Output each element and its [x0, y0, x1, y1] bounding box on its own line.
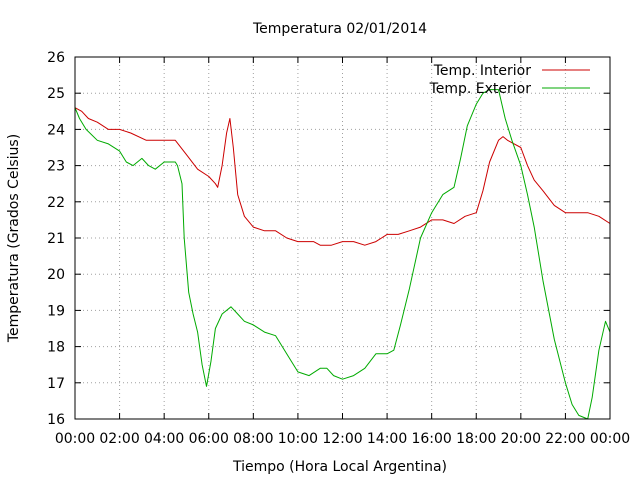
y-tick-label: 26: [47, 50, 65, 66]
y-axis-label: Temperatura (Grados Celsius): [6, 134, 22, 343]
x-tick-label: 00:00: [55, 431, 95, 447]
y-tick-label: 23: [47, 159, 65, 175]
x-tick-label: 22:00: [545, 431, 585, 447]
x-tick-label: 20:00: [501, 431, 541, 447]
x-tick-label: 06:00: [189, 431, 229, 447]
y-tick-label: 21: [47, 231, 65, 247]
grid: [75, 57, 610, 419]
series-exterior-line: [74, 89, 611, 420]
x-tick-label: 16:00: [411, 431, 451, 447]
series-lines: [74, 89, 611, 420]
y-tick-label: 20: [47, 267, 65, 283]
y-tick-label: 22: [47, 195, 65, 211]
x-tick-label: 04:00: [144, 431, 184, 447]
chart-title: Temperatura 02/01/2014: [252, 21, 427, 37]
legend-label-exterior: Temp. Exterior: [429, 81, 532, 97]
y-tick-label: 16: [47, 412, 65, 428]
x-tick-label: 14:00: [367, 431, 407, 447]
x-tick-label: 08:00: [233, 431, 273, 447]
legend: Temp. Interior Temp. Exterior: [429, 63, 590, 97]
x-tick-label: 12:00: [322, 431, 362, 447]
y-tick-label: 25: [47, 86, 65, 102]
axis-ticks: [74, 56, 611, 420]
series-interior-line: [74, 107, 611, 246]
y-tick-labels: 16 17 18 19 20 21 22 23 24 25 26: [47, 50, 65, 428]
x-tick-label: 00:00: [590, 431, 630, 447]
legend-label-interior: Temp. Interior: [433, 63, 532, 79]
x-tick-label: 18:00: [456, 431, 496, 447]
x-tick-labels: 00:00 02:00 04:00 06:00 08:00 10:00 12:00 14:00…: [55, 431, 630, 447]
x-axis-label: Tiempo (Hora Local Argentina): [232, 459, 447, 475]
x-tick-label: 10:00: [278, 431, 318, 447]
y-tick-label: 24: [47, 122, 65, 138]
x-tick-label: 02:00: [99, 431, 139, 447]
y-tick-label: 19: [47, 303, 65, 319]
plot-frame: [74, 56, 611, 420]
y-tick-label: 17: [47, 376, 65, 392]
y-tick-label: 18: [47, 340, 65, 356]
